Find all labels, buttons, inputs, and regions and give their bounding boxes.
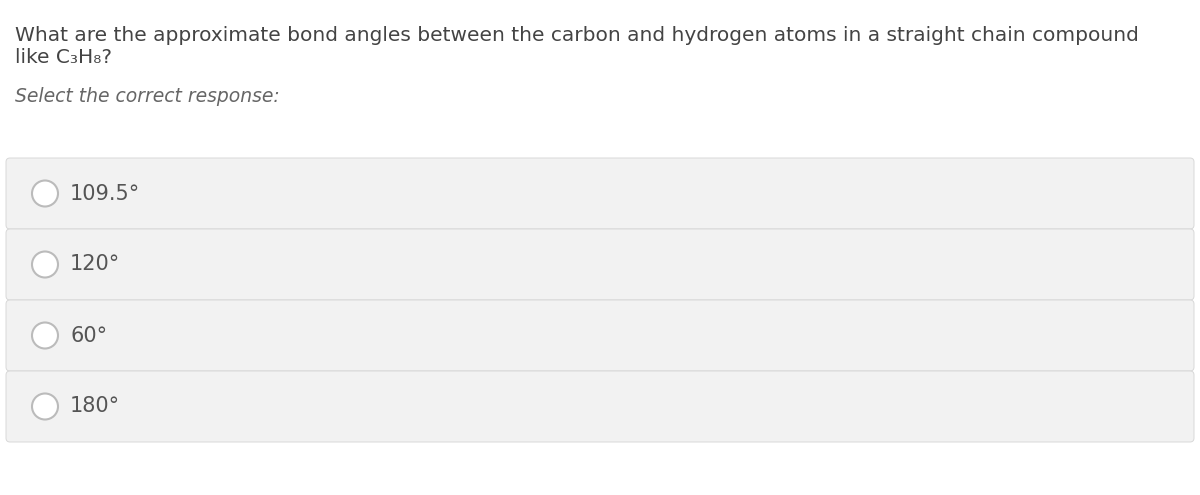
Text: What are the approximate bond angles between the carbon and hydrogen atoms in a : What are the approximate bond angles bet… — [14, 26, 1139, 45]
FancyBboxPatch shape — [6, 371, 1194, 442]
Text: 120°: 120° — [70, 254, 120, 275]
Text: 180°: 180° — [70, 396, 120, 416]
Circle shape — [32, 323, 58, 348]
Text: 60°: 60° — [70, 326, 107, 346]
Circle shape — [32, 394, 58, 419]
Text: Select the correct response:: Select the correct response: — [14, 87, 280, 106]
Text: 109.5°: 109.5° — [70, 184, 140, 203]
Circle shape — [32, 251, 58, 278]
Circle shape — [32, 181, 58, 206]
FancyBboxPatch shape — [6, 300, 1194, 371]
Text: like C₃H₈?: like C₃H₈? — [14, 48, 112, 67]
FancyBboxPatch shape — [6, 229, 1194, 300]
FancyBboxPatch shape — [6, 158, 1194, 229]
